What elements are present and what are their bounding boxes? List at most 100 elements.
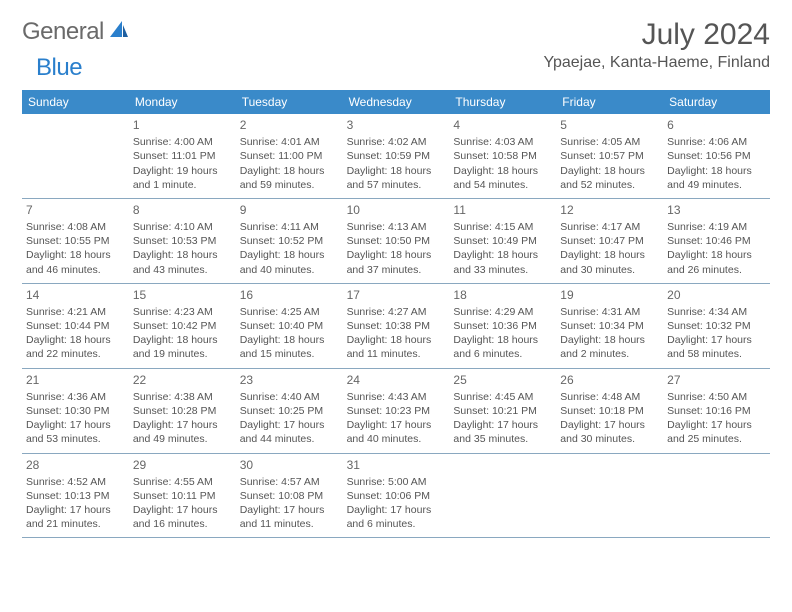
calendar-cell: 24Sunrise: 4:43 AMSunset: 10:23 PMDaylig… (343, 369, 450, 454)
calendar-cell: 23Sunrise: 4:40 AMSunset: 10:25 PMDaylig… (236, 369, 343, 454)
calendar-cell: 8Sunrise: 4:10 AMSunset: 10:53 PMDayligh… (129, 199, 236, 284)
calendar-cell: 6Sunrise: 4:06 AMSunset: 10:56 PMDayligh… (663, 114, 770, 199)
calendar-cell: 17Sunrise: 4:27 AMSunset: 10:38 PMDaylig… (343, 284, 450, 369)
calendar-cell: 21 Sunrise: 4:36 AMSunset: 10:30 PMDaylig… (22, 369, 129, 454)
daylight-text: Daylight: 18 hours and 2 minutes. (560, 333, 659, 361)
daylight-text: Daylight: 18 hours and 43 minutes. (133, 248, 232, 276)
daylight-text: Daylight: 17 hours and 25 minutes. (667, 418, 766, 446)
daylight-text: Daylight: 17 hours and 11 minutes. (240, 503, 339, 531)
sunset-text: Sunset: 10:30 PM (26, 404, 125, 418)
day-number: 1 (133, 117, 232, 133)
calendar: SundayMondayTuesdayWednesdayThursdayFrid… (22, 90, 770, 538)
weekday-header: Sunday (22, 90, 129, 114)
sunset-text: Sunset: 10:59 PM (347, 149, 446, 163)
calendar-cell (556, 454, 663, 539)
daylight-text: Daylight: 18 hours and 49 minutes. (667, 164, 766, 192)
sunrise-text: Sunrise: 4:36 AM (26, 390, 125, 404)
daylight-text: Daylight: 19 hours and 1 minute. (133, 164, 232, 192)
day-number: 17 (347, 287, 446, 303)
day-number: 12 (560, 202, 659, 218)
sunrise-text: Sunrise: 4:06 AM (667, 135, 766, 149)
day-number: 15 (133, 287, 232, 303)
day-number: 18 (453, 287, 552, 303)
sunrise-text: Sunrise: 4:50 AM (667, 390, 766, 404)
sunrise-text: Sunrise: 4:52 AM (26, 475, 125, 489)
weekday-header: Friday (556, 90, 663, 114)
weekday-header-row: SundayMondayTuesdayWednesdayThursdayFrid… (22, 90, 770, 114)
weekday-header: Wednesday (343, 90, 450, 114)
sunrise-text: Sunrise: 4:02 AM (347, 135, 446, 149)
sunrise-text: Sunrise: 4:13 AM (347, 220, 446, 234)
calendar-cell: 20Sunrise: 4:34 AMSunset: 10:32 PMDaylig… (663, 284, 770, 369)
calendar-cell: 16Sunrise: 4:25 AMSunset: 10:40 PMDaylig… (236, 284, 343, 369)
sunrise-text: Sunrise: 4:00 AM (133, 135, 232, 149)
sunset-text: Sunset: 10:47 PM (560, 234, 659, 248)
daylight-text: Daylight: 17 hours and 30 minutes. (560, 418, 659, 446)
day-number: 8 (133, 202, 232, 218)
calendar-cell: 15Sunrise: 4:23 AMSunset: 10:42 PMDaylig… (129, 284, 236, 369)
sunset-text: Sunset: 10:28 PM (133, 404, 232, 418)
sunset-text: Sunset: 10:44 PM (26, 319, 125, 333)
daylight-text: Daylight: 17 hours and 35 minutes. (453, 418, 552, 446)
sunset-text: Sunset: 10:40 PM (240, 319, 339, 333)
day-number: 22 (133, 372, 232, 388)
sunset-text: Sunset: 10:55 PM (26, 234, 125, 248)
day-number: 21 (26, 372, 125, 388)
sunrise-text: Sunrise: 4:57 AM (240, 475, 339, 489)
daylight-text: Daylight: 18 hours and 19 minutes. (133, 333, 232, 361)
calendar-cell: 13Sunrise: 4:19 AMSunset: 10:46 PMDaylig… (663, 199, 770, 284)
daylight-text: Daylight: 18 hours and 59 minutes. (240, 164, 339, 192)
calendar-cell: 3Sunrise: 4:02 AMSunset: 10:59 PMDayligh… (343, 114, 450, 199)
sunrise-text: Sunrise: 4:43 AM (347, 390, 446, 404)
sunset-text: Sunset: 10:57 PM (560, 149, 659, 163)
sunset-text: Sunset: 10:50 PM (347, 234, 446, 248)
logo-text-blue: Blue (36, 54, 82, 82)
daylight-text: Daylight: 18 hours and 26 minutes. (667, 248, 766, 276)
daylight-text: Daylight: 17 hours and 58 minutes. (667, 333, 766, 361)
calendar-cell: 9Sunrise: 4:11 AMSunset: 10:52 PMDayligh… (236, 199, 343, 284)
sunset-text: Sunset: 10:36 PM (453, 319, 552, 333)
calendar-cell: 22Sunrise: 4:38 AMSunset: 10:28 PMDaylig… (129, 369, 236, 454)
sunset-text: Sunset: 11:00 PM (240, 149, 339, 163)
day-number: 14 (26, 287, 125, 303)
day-number: 24 (347, 372, 446, 388)
sunrise-text: Sunrise: 4:17 AM (560, 220, 659, 234)
daylight-text: Daylight: 18 hours and 6 minutes. (453, 333, 552, 361)
daylight-text: Daylight: 18 hours and 30 minutes. (560, 248, 659, 276)
daylight-text: Daylight: 18 hours and 33 minutes. (453, 248, 552, 276)
sunrise-text: Sunrise: 4:25 AM (240, 305, 339, 319)
sunrise-text: Sunrise: 4:23 AM (133, 305, 232, 319)
day-number: 23 (240, 372, 339, 388)
daylight-text: Daylight: 17 hours and 53 minutes. (26, 418, 125, 446)
calendar-cell: 2Sunrise: 4:01 AMSunset: 11:00 PMDayligh… (236, 114, 343, 199)
sunset-text: Sunset: 10:13 PM (26, 489, 125, 503)
sunrise-text: Sunrise: 4:05 AM (560, 135, 659, 149)
weekday-header: Monday (129, 90, 236, 114)
daylight-text: Daylight: 18 hours and 54 minutes. (453, 164, 552, 192)
calendar-cell (22, 114, 129, 199)
sunrise-text: Sunrise: 4:03 AM (453, 135, 552, 149)
daylight-text: Daylight: 17 hours and 40 minutes. (347, 418, 446, 446)
weekday-header: Thursday (449, 90, 556, 114)
day-number: 7 (26, 202, 125, 218)
sail-icon (108, 19, 130, 46)
sunrise-text: Sunrise: 4:31 AM (560, 305, 659, 319)
logo-text-general: General (22, 18, 104, 46)
sunset-text: Sunset: 10:56 PM (667, 149, 766, 163)
day-number: 31 (347, 457, 446, 473)
sunset-text: Sunset: 10:58 PM (453, 149, 552, 163)
day-number: 26 (560, 372, 659, 388)
day-number: 10 (347, 202, 446, 218)
day-number: 30 (240, 457, 339, 473)
location-label: Ypaejae, Kanta-Haeme, Finland (543, 54, 770, 72)
calendar-cell: 11Sunrise: 4:15 AMSunset: 10:49 PMDaylig… (449, 199, 556, 284)
day-number: 9 (240, 202, 339, 218)
sunset-text: Sunset: 10:16 PM (667, 404, 766, 418)
calendar-cell: 31Sunrise: 5:00 AMSunset: 10:06 PMDaylig… (343, 454, 450, 539)
sunrise-text: Sunrise: 4:29 AM (453, 305, 552, 319)
weekday-header: Saturday (663, 90, 770, 114)
sunrise-text: Sunrise: 4:21 AM (26, 305, 125, 319)
calendar-cell: 29Sunrise: 4:55 AMSunset: 10:11 PMDaylig… (129, 454, 236, 539)
daylight-text: Daylight: 17 hours and 21 minutes. (26, 503, 125, 531)
calendar-cell: 27Sunrise: 4:50 AMSunset: 10:16 PMDaylig… (663, 369, 770, 454)
